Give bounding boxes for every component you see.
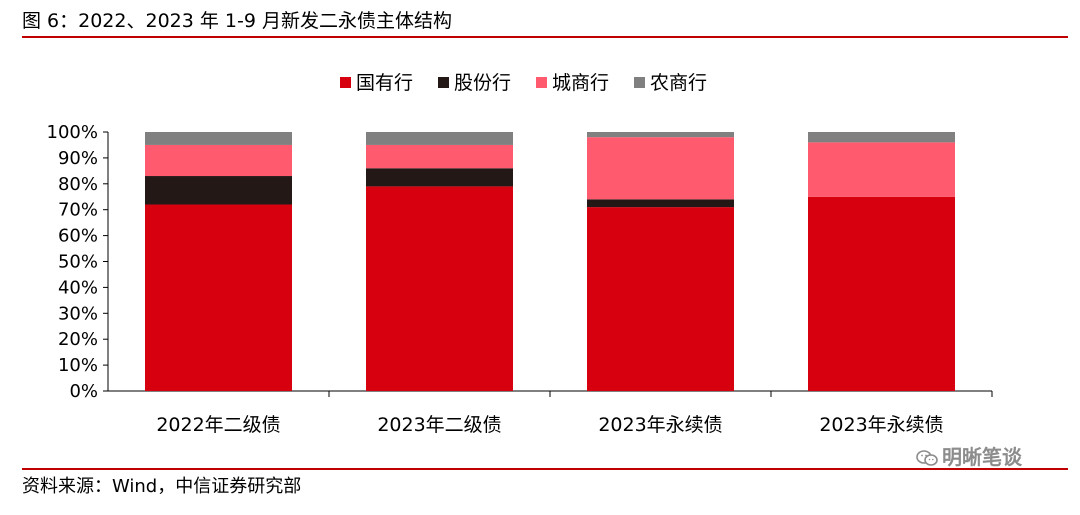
- bar-4-城商行: [808, 142, 955, 197]
- y-tick-label: 80%: [58, 174, 98, 195]
- y-tick-label: 60%: [58, 226, 98, 247]
- y-tick-label: 10%: [58, 355, 98, 376]
- bar-3-城商行: [587, 137, 734, 200]
- wechat-icon: [916, 450, 938, 466]
- x-tick-label: 2023年二级债: [377, 414, 501, 436]
- bar-2-农商行: [366, 132, 513, 145]
- bar-4-农商行: [808, 132, 955, 143]
- y-tick-label: 50%: [58, 252, 98, 273]
- watermark-text: 明晰笔谈: [942, 445, 1022, 469]
- legend-label-3: 城商行: [552, 72, 609, 94]
- legend-swatch-4: [634, 77, 645, 88]
- bar-1-城商行: [145, 144, 292, 177]
- source-note: 资料来源：Wind，中信证券研究部: [22, 476, 302, 497]
- y-tick-label: 20%: [58, 329, 98, 350]
- legend-swatch-3: [536, 77, 547, 88]
- bar-2-城商行: [366, 144, 513, 169]
- bar-1-农商行: [145, 132, 292, 145]
- watermark: 明晰笔谈: [916, 444, 1022, 470]
- y-tick-label: 100%: [47, 122, 98, 143]
- footer-divider: [22, 468, 1068, 470]
- y-tick-label: 40%: [58, 277, 98, 298]
- stacked-bar-chart: 国有行 股份行 城商行 农商行 0% 10% 20% 30% 40% 50% 60% 70% 80% 90…: [47, 72, 993, 436]
- y-tick-label: 30%: [58, 303, 98, 324]
- x-tick-label: 2023年永续债: [819, 414, 943, 436]
- bar-1-国有行: [145, 204, 292, 391]
- bar-3-股份行: [587, 199, 734, 208]
- legend-swatch-2: [438, 77, 449, 88]
- bar-2-国有行: [366, 186, 513, 391]
- chart-title: 图 6：2022、2023 年 1-9 月新发二永债主体结构: [22, 10, 452, 32]
- legend-swatch-1: [340, 77, 351, 88]
- legend-label-4: 农商行: [650, 72, 707, 94]
- legend-label-1: 国有行: [356, 72, 413, 94]
- bar-3-农商行: [587, 132, 734, 138]
- legend-label-2: 股份行: [454, 72, 511, 94]
- bar-3-国有行: [587, 207, 734, 391]
- x-tick-label: 2022年二级债: [156, 414, 280, 436]
- y-tick-label: 90%: [58, 148, 98, 169]
- bar-1-股份行: [145, 176, 292, 205]
- bar-2-股份行: [366, 168, 513, 187]
- bar-4-国有行: [808, 196, 955, 391]
- y-tick-label: 70%: [58, 200, 98, 221]
- title-divider: [22, 36, 1068, 38]
- x-tick-label: 2023年永续债: [598, 414, 722, 436]
- y-tick-label: 0%: [69, 381, 98, 402]
